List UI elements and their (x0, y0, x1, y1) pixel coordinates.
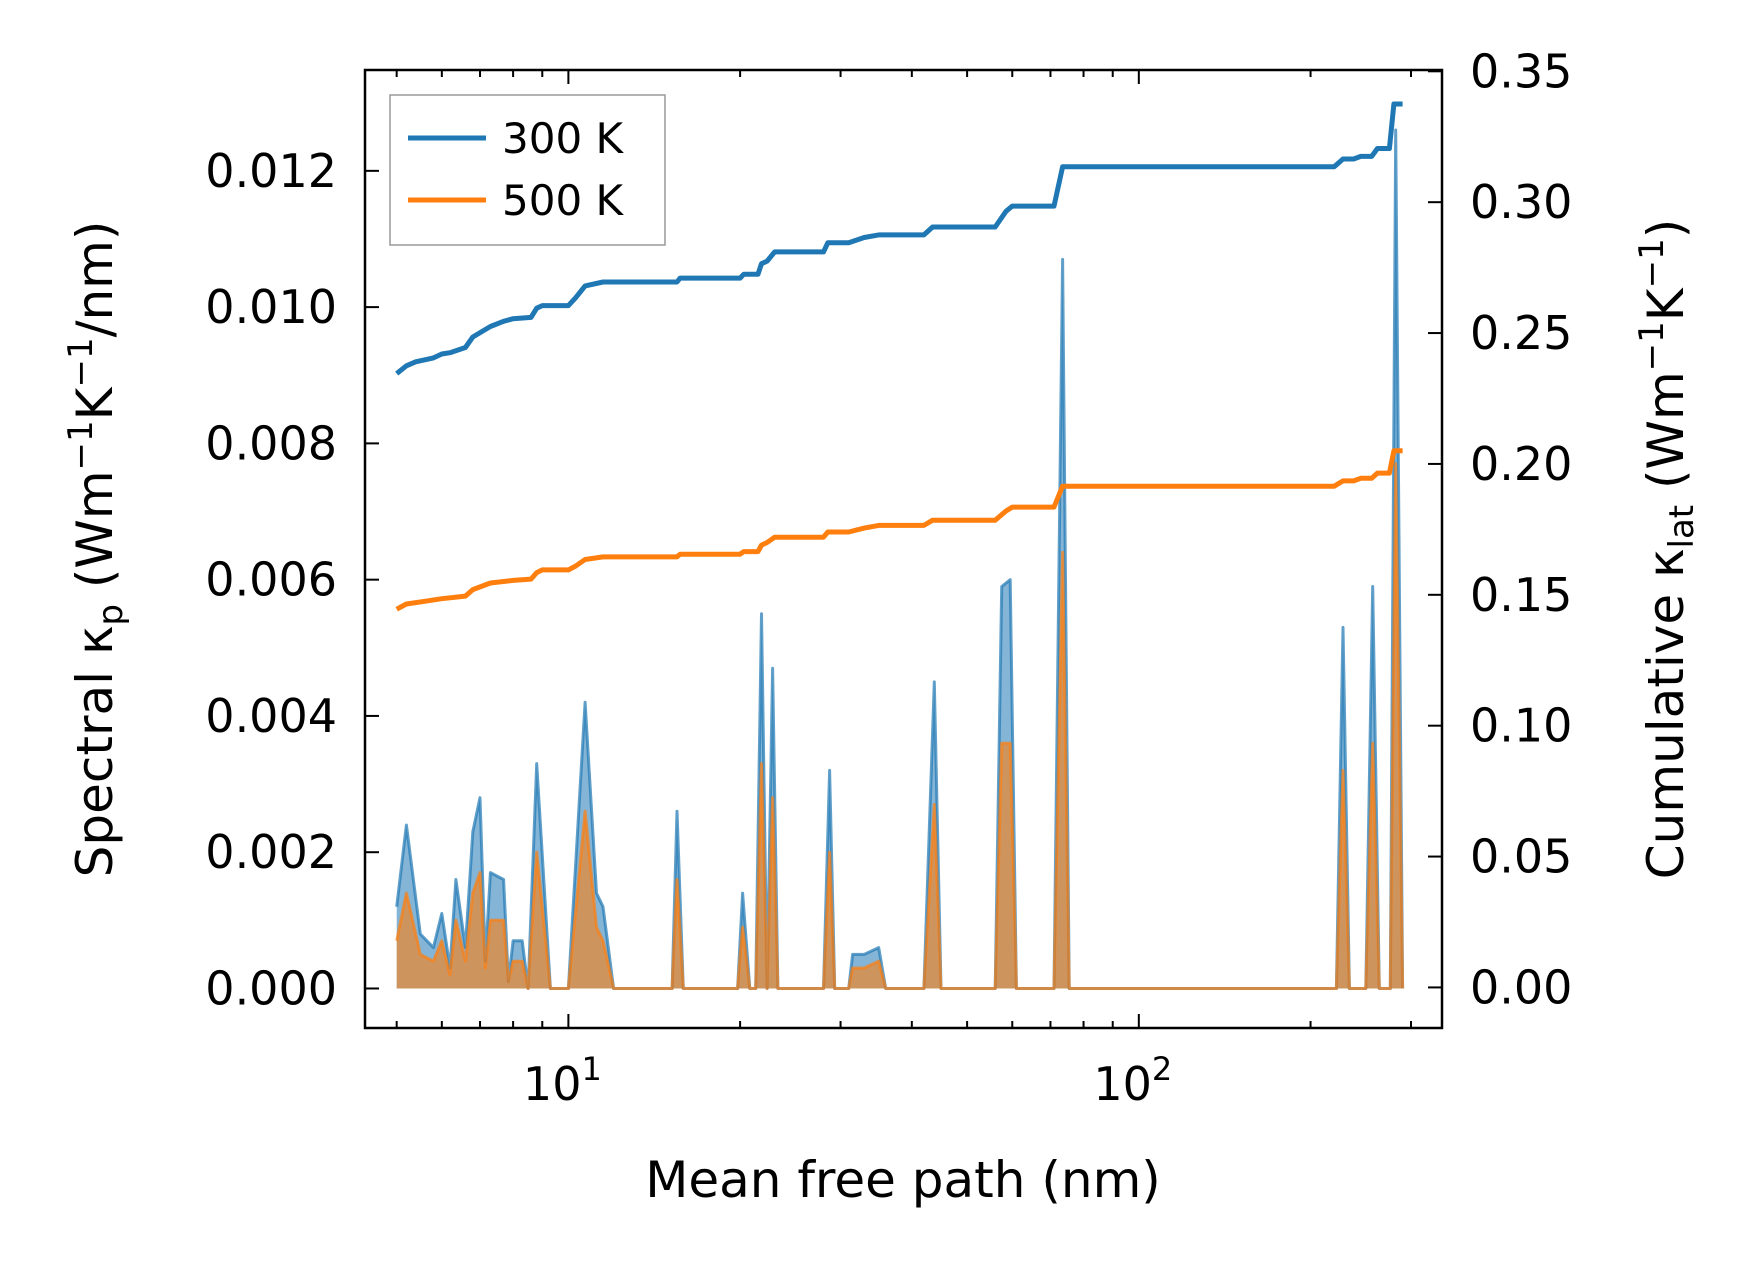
right-y-tick-label: 0.10 (1470, 699, 1572, 753)
plot-frame (363, 68, 1444, 1030)
legend-label-300k: 300 K (502, 114, 625, 163)
right-y-axis-ticks: 0.00 0.05 0.10 0.15 0.20 0.25 0.30 0.35 (1428, 44, 1572, 1014)
right-y-tick-label: 0.00 (1470, 960, 1572, 1014)
spectral-fill-300k (396, 130, 1403, 989)
x-axis-title: Mean free path (nm) (645, 1151, 1161, 1209)
right-y-tick-label: 0.30 (1470, 175, 1572, 229)
left-y-tick-label: 0.000 (205, 961, 337, 1015)
left-y-tick-label: 0.002 (205, 825, 337, 879)
spectral-fill-500k (396, 463, 1403, 989)
right-y-tick-label: 0.25 (1470, 306, 1572, 360)
legend: 300 K 500 K (389, 94, 666, 246)
cumulative-line-500k (395, 448, 1403, 612)
right-y-tick-label: 0.35 (1470, 44, 1572, 98)
left-y-tick-label: 0.010 (205, 280, 337, 334)
left-y-tick-label: 0.006 (205, 553, 337, 607)
cumulative-line-layer (395, 101, 1403, 612)
left-y-axis-ticks: 0.000 0.002 0.004 0.006 0.008 0.010 0.012 (205, 144, 379, 1015)
spectral-fill-layer (396, 130, 1403, 989)
right-y-axis-title: Cumulative κlat (Wm−1K−1) (1632, 219, 1702, 879)
left-y-tick-label: 0.008 (205, 416, 337, 470)
spectral-line-layer (395, 128, 1405, 990)
left-y-tick-label: 0.012 (205, 144, 337, 198)
spectral-line-500k (395, 462, 1405, 990)
x-axis-ticks: 101 102 (395, 70, 1412, 1111)
cumulative-line-300k (395, 101, 1403, 376)
right-y-tick-label: 0.15 (1470, 568, 1572, 622)
left-y-tick-label: 0.004 (205, 689, 337, 743)
right-y-tick-label: 0.05 (1470, 830, 1572, 884)
legend-box (389, 94, 666, 246)
left-y-axis-title: Spectral κp (Wm−1K−1/nm) (61, 221, 131, 878)
right-y-tick-label: 0.20 (1470, 437, 1572, 491)
legend-label-500k: 500 K (502, 176, 625, 225)
x-tick-label: 102 (1093, 1050, 1172, 1111)
x-tick-label: 101 (523, 1050, 602, 1111)
